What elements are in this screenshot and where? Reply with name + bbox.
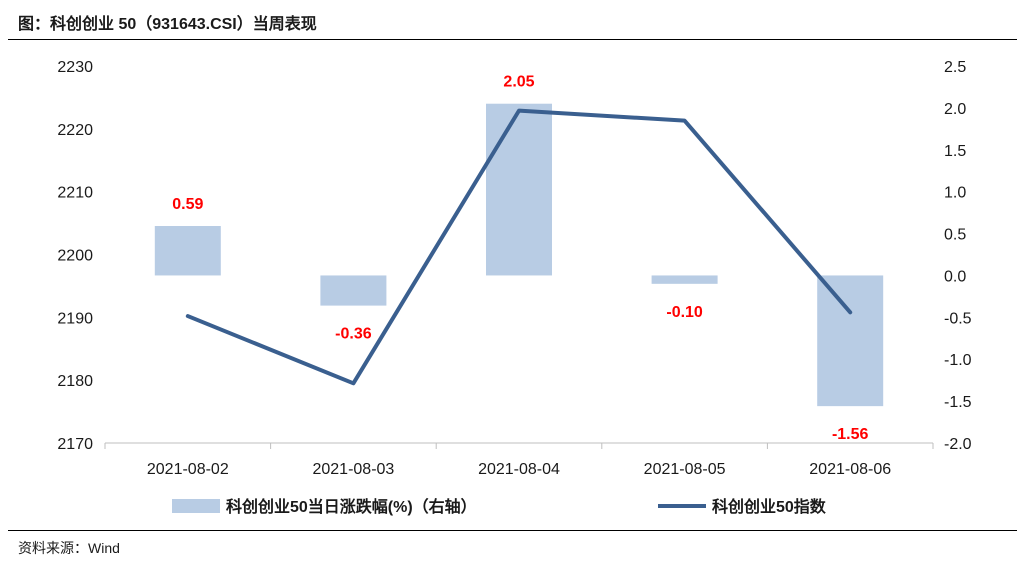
x-tick-label: 2021-08-04	[478, 461, 560, 478]
y-left-tick-label: 2230	[57, 59, 93, 76]
x-tick-label: 2021-08-06	[809, 461, 891, 478]
y-left-tick-label: 2190	[57, 310, 93, 327]
bar-data-label: 0.59	[172, 196, 203, 213]
y-right-tick-label: 1.5	[944, 143, 966, 160]
y-right-tick-label: -0.5	[944, 310, 972, 327]
bar-daily-change	[817, 275, 884, 407]
line-group	[185, 108, 853, 386]
data-labels-group: 0.59 -0.36 2.05 -0.10 -1.56	[172, 74, 868, 443]
y-right-tick-label: -2.0	[944, 436, 972, 453]
legend-swatch-bar	[172, 499, 220, 513]
bar-daily-change	[651, 275, 718, 284]
legend-group: 科创创业50当日涨跌幅(%)（右轴） 科创创业50指数	[172, 497, 827, 516]
x-tick-label: 2021-08-02	[147, 461, 229, 478]
bar-daily-change	[154, 226, 221, 276]
y-left-tick-label: 2210	[57, 185, 93, 202]
bar-data-label: -0.10	[666, 304, 703, 321]
bottom-rule	[8, 530, 1017, 531]
y-right-tick-label: -1.0	[944, 352, 972, 369]
y-left-tick-label: 2220	[57, 122, 93, 139]
bar-data-label: -1.56	[832, 426, 869, 443]
legend-label-bar: 科创创业50当日涨跌幅(%)（右轴）	[226, 497, 477, 516]
legend-label-line: 科创创业50指数	[712, 497, 827, 516]
x-tick-label: 2021-08-05	[644, 461, 726, 478]
bar-daily-change	[486, 103, 552, 276]
bars-group	[154, 103, 884, 407]
x-tick-label: 2021-08-03	[312, 461, 394, 478]
bar-daily-change	[320, 275, 387, 306]
bar-data-label: -0.36	[335, 326, 372, 343]
y-right-tick-label: 2.5	[944, 59, 966, 76]
y-right-tick-label: 1.0	[944, 185, 966, 202]
y-right-tick-label: -1.5	[944, 394, 972, 411]
source-note: 资料来源：Wind	[18, 540, 120, 556]
figure-title: 图：科创创业 50（931643.CSI）当周表现	[18, 16, 317, 33]
bar-data-label: 2.05	[503, 74, 534, 91]
y-left-tick-label: 2180	[57, 373, 93, 390]
y-right-tick-label: 0.0	[944, 268, 966, 285]
top-rule	[8, 39, 1017, 40]
axes-group: 2021-08-02 2021-08-03 2021-08-04 2021-08-05…	[57, 59, 971, 478]
y-right-tick-label: 2.0	[944, 101, 966, 118]
y-right-tick-label: 0.5	[944, 227, 966, 244]
y-left-tick-label: 2170	[57, 436, 93, 453]
y-left-tick-label: 2200	[57, 248, 93, 265]
